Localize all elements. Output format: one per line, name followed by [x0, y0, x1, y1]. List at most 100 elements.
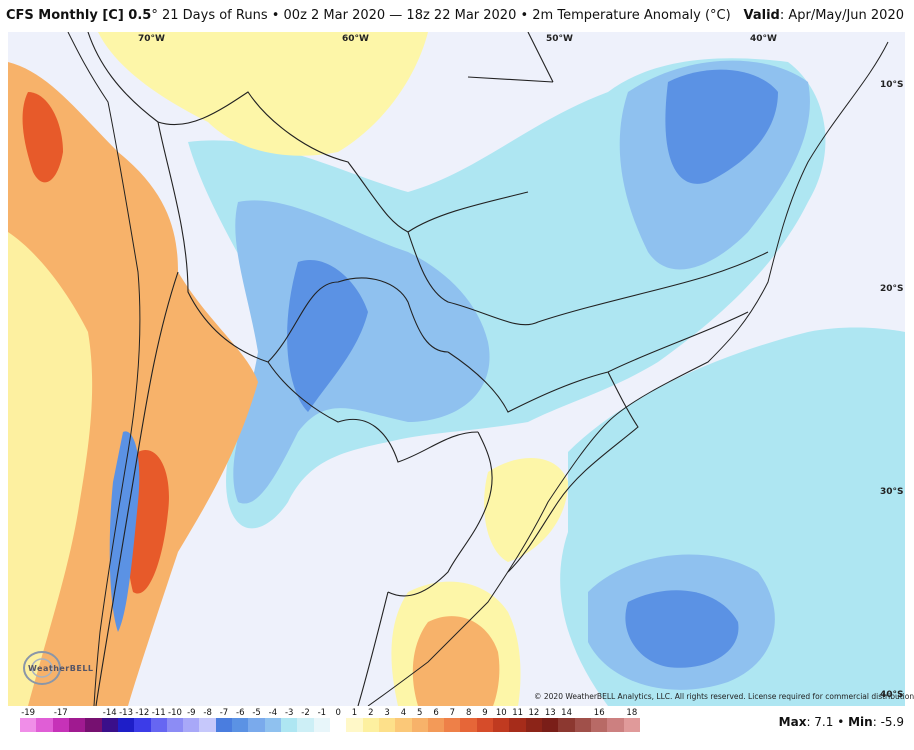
legend-tick-label: -12 [135, 708, 150, 718]
color-swatch [476, 718, 494, 732]
legend-tick-label: 2 [368, 708, 374, 718]
title-rest: ° 21 Days of Runs • 00z 2 Mar 2020 — 18z… [151, 8, 731, 23]
legend-tick-label: 0 [335, 708, 341, 718]
lon-label-70w: 70°W [138, 34, 165, 44]
color-swatch [281, 718, 298, 732]
color-swatch [52, 718, 69, 732]
legend-tick-label: 10 [495, 708, 507, 718]
color-swatch [36, 718, 53, 732]
color-swatch [395, 718, 412, 732]
color-swatch [313, 718, 330, 732]
color-swatch [264, 718, 281, 732]
color-swatch [378, 718, 396, 732]
color-swatch [85, 718, 102, 732]
legend-tick-label: -5 [252, 708, 261, 718]
country-borders [87, 32, 769, 706]
legend-tick-label: 5 [417, 708, 423, 718]
legend-tick-label: -11 [151, 708, 166, 718]
color-swatch [150, 718, 167, 732]
copyright-notice: © 2020 WeatherBELL Analytics, LLC. All r… [534, 692, 914, 701]
color-swatch [166, 718, 184, 732]
color-swatch [590, 718, 608, 732]
color-swatch [183, 718, 200, 732]
color-swatch [329, 718, 347, 732]
lat-label-20s: 20°S [880, 284, 904, 294]
color-swatch [101, 718, 118, 732]
color-swatch [558, 718, 575, 732]
color-swatch [199, 718, 216, 732]
lat-label-10s: 10°S [880, 80, 904, 90]
max-value: : 7.1 • [806, 715, 845, 729]
title-bold: CFS Monthly [C] 0.5 [6, 8, 152, 23]
valid-label: Valid [743, 8, 780, 23]
legend-tick-label: -14 [102, 708, 117, 718]
deep-blue-region-northeast [665, 69, 778, 184]
color-swatch [509, 718, 526, 732]
legend-tick-label: 9 [482, 708, 488, 718]
color-swatch [68, 718, 86, 732]
legend-tick-label: -13 [119, 708, 133, 718]
color-swatch [623, 718, 640, 732]
deep-blue-region-central [287, 260, 368, 412]
legend-tick-label: 16 [593, 708, 605, 718]
lon-label-40w: 40°W [750, 34, 777, 44]
max-label: Max [778, 715, 807, 729]
color-scale [20, 718, 640, 732]
legend-tick-label: -8 [203, 708, 212, 718]
color-swatch [411, 718, 428, 732]
color-swatch [248, 718, 265, 732]
legend-tick-label: -7 [219, 708, 229, 718]
deep-blue-region-ocean [625, 590, 739, 668]
legend-tick-label: 6 [433, 708, 439, 718]
color-swatch [525, 718, 542, 732]
color-swatch [444, 718, 461, 732]
valid-period: Valid: Apr/May/Jun 2020 [743, 8, 904, 23]
legend-tick-label: -4 [268, 708, 278, 718]
map-canvas [8, 32, 905, 706]
lon-label-60w: 60°W [342, 34, 369, 44]
legend-tick-label: 18 [626, 708, 638, 718]
legend-tick-label: -17 [53, 708, 68, 718]
legend-tick-label: 12 [528, 708, 540, 718]
legend-tick-label: 11 [512, 708, 524, 718]
color-swatch [542, 718, 559, 732]
header: CFS Monthly [C] 0.5° 21 Days of Runs • 0… [0, 0, 914, 32]
yellow-region-north [98, 32, 428, 156]
legend-tick-label: -10 [168, 708, 182, 718]
color-swatch [362, 718, 379, 732]
color-swatch [460, 718, 477, 732]
legend-tick-label: -9 [187, 708, 196, 718]
color-swatch [134, 718, 151, 732]
color-swatch [346, 718, 363, 732]
yellow-region-andes [8, 232, 93, 706]
weatherbell-logo-icon [23, 651, 61, 685]
anomaly-map[interactable] [8, 32, 905, 706]
color-swatch [574, 718, 591, 732]
map-title: CFS Monthly [C] 0.5° 21 Days of Runs • 0… [6, 8, 731, 23]
legend-tick-label: 7 [449, 708, 456, 718]
valid-value: : Apr/May/Jun 2020 [779, 8, 904, 23]
legend-tick-label: 13 [544, 708, 556, 718]
logo-text: WeatherBELL [28, 664, 94, 673]
legend-tick-label: -6 [236, 708, 245, 718]
min-label: Min [848, 715, 873, 729]
color-swatch [117, 718, 135, 732]
legend-tick-label: 1 [351, 708, 358, 718]
color-swatch [427, 718, 445, 732]
lat-label-30s: 30°S [880, 487, 904, 497]
legend-tick-label: -19 [21, 708, 36, 718]
color-swatch [297, 718, 314, 732]
lon-label-50w: 50°W [546, 34, 573, 44]
color-swatch [215, 718, 233, 732]
min-value: : -5.9 [872, 715, 904, 729]
max-min-readout: Max: 7.1 • Min: -5.9 [779, 715, 904, 729]
legend-tick-label: 8 [465, 708, 472, 718]
orange-region-south [412, 616, 500, 706]
legend-tick-label: 4 [400, 708, 407, 718]
red-region-peru [22, 92, 63, 183]
yellow-region-coast [484, 458, 568, 562]
legend-tick-label: 3 [384, 708, 390, 718]
color-swatch [493, 718, 510, 732]
legend-tick-label: -3 [284, 708, 294, 718]
legend-tick-label: -1 [317, 708, 327, 718]
